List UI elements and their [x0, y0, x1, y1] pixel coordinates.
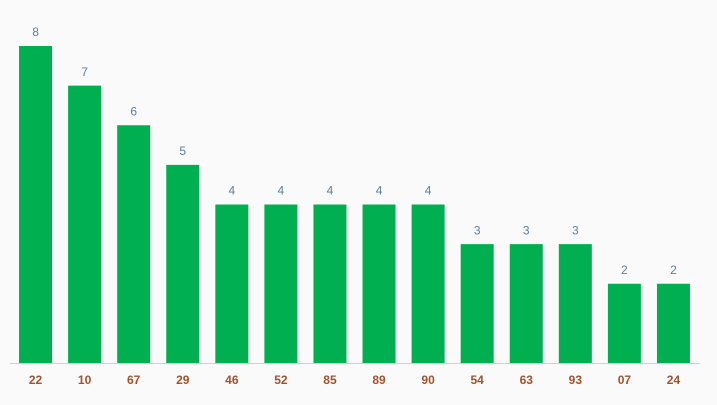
- value-label: 3: [523, 223, 530, 237]
- x-tick-label: 07: [618, 373, 632, 387]
- value-label: 4: [278, 184, 285, 198]
- x-tick-label: 10: [78, 373, 92, 387]
- bar: [313, 204, 347, 363]
- bar: [117, 125, 151, 363]
- x-tick-label: 63: [520, 373, 534, 387]
- x-tick-label: 46: [225, 373, 239, 387]
- x-tick-label: 54: [470, 373, 484, 387]
- bar: [656, 283, 690, 363]
- value-label: 5: [179, 144, 186, 158]
- bar: [19, 46, 53, 363]
- value-label: 4: [376, 184, 383, 198]
- bar: [264, 204, 298, 363]
- value-label: 2: [670, 263, 677, 277]
- x-tick-label: 90: [421, 373, 435, 387]
- bar: [607, 283, 641, 363]
- bar: [68, 85, 102, 363]
- value-label: 7: [81, 65, 88, 79]
- x-tick-label: 67: [127, 373, 141, 387]
- value-label: 4: [425, 184, 432, 198]
- value-label: 2: [621, 263, 628, 277]
- value-label: 4: [228, 184, 235, 198]
- x-tick-label: 89: [372, 373, 386, 387]
- bar: [460, 244, 494, 363]
- bar: [215, 204, 249, 363]
- value-label: 3: [572, 223, 579, 237]
- value-label: 8: [32, 25, 39, 39]
- x-tick-label: 29: [176, 373, 190, 387]
- bar: [558, 244, 592, 363]
- value-label: 4: [327, 184, 334, 198]
- bar: [362, 204, 396, 363]
- bar: [166, 164, 200, 363]
- x-tick-label: 22: [29, 373, 43, 387]
- bar: [509, 244, 543, 363]
- x-tick-label: 24: [667, 373, 681, 387]
- x-tick-label: 93: [569, 373, 583, 387]
- x-tick-label: 85: [323, 373, 337, 387]
- value-label: 6: [130, 104, 137, 118]
- value-label: 3: [474, 223, 481, 237]
- x-tick-label: 52: [274, 373, 288, 387]
- bar: [411, 204, 445, 363]
